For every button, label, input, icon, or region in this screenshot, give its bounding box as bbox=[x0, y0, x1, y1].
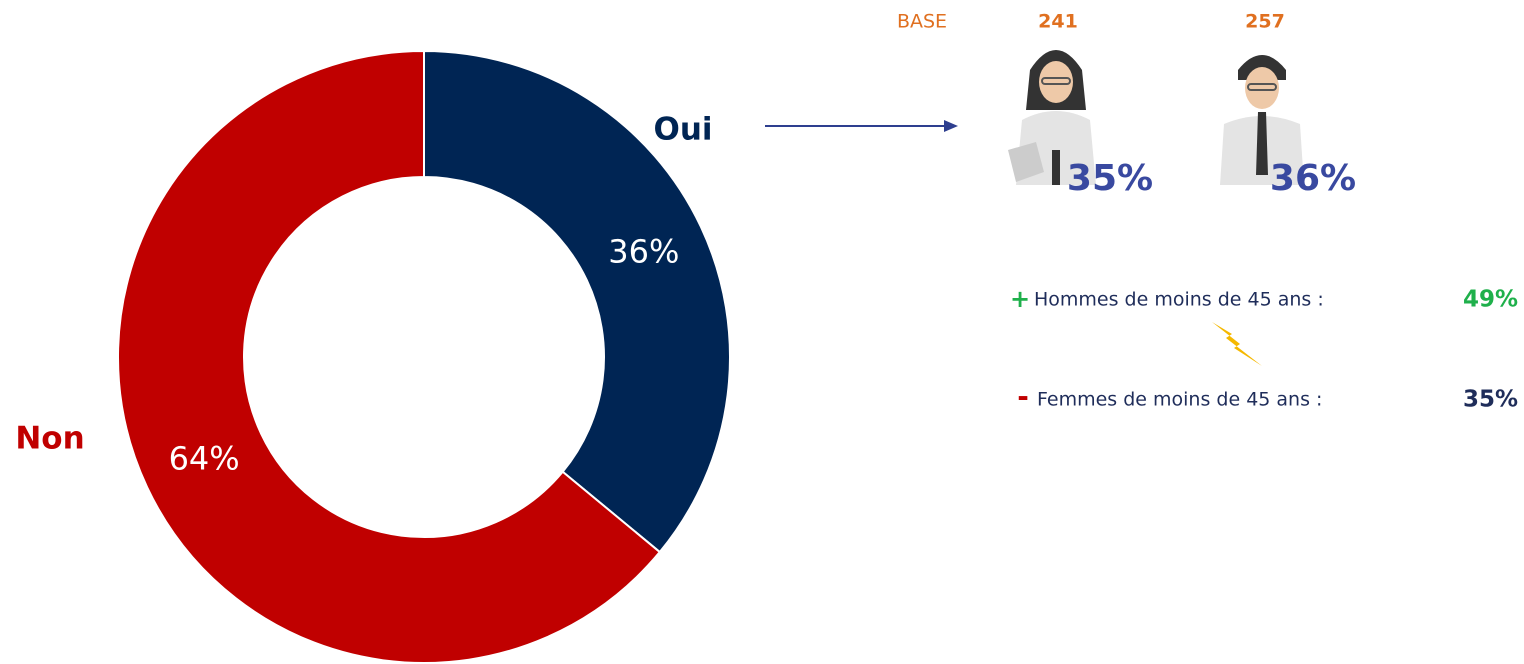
base-value: 257 bbox=[1245, 11, 1285, 33]
donut-chart: 36% 64% bbox=[117, 49, 731, 664]
minus-text: Femmes de moins de 45 ans : bbox=[1037, 389, 1322, 411]
value-label: 36% bbox=[608, 233, 679, 271]
women-percent: 35% bbox=[1067, 158, 1153, 199]
plus-value: 49% bbox=[1463, 287, 1518, 313]
minus-sign: - bbox=[1017, 380, 1029, 413]
plus-sign: + bbox=[1010, 285, 1030, 313]
arrow-head bbox=[944, 120, 958, 132]
donut-slice bbox=[423, 49, 731, 554]
plus-text: Hommes de moins de 45 ans : bbox=[1034, 289, 1324, 311]
value-label: 64% bbox=[169, 439, 240, 477]
base-label: BASE bbox=[897, 11, 947, 33]
base-value: 241 bbox=[1038, 11, 1078, 33]
category-label: Oui bbox=[653, 112, 712, 148]
woman-doctor-icon bbox=[1008, 50, 1096, 185]
men-percent: 36% bbox=[1270, 158, 1356, 199]
lightning-icon bbox=[1212, 322, 1262, 366]
minus-value: 35% bbox=[1463, 387, 1518, 413]
donut-slice bbox=[117, 49, 662, 664]
man-doctor-icon bbox=[1220, 55, 1304, 185]
category-label: Non bbox=[15, 421, 84, 457]
